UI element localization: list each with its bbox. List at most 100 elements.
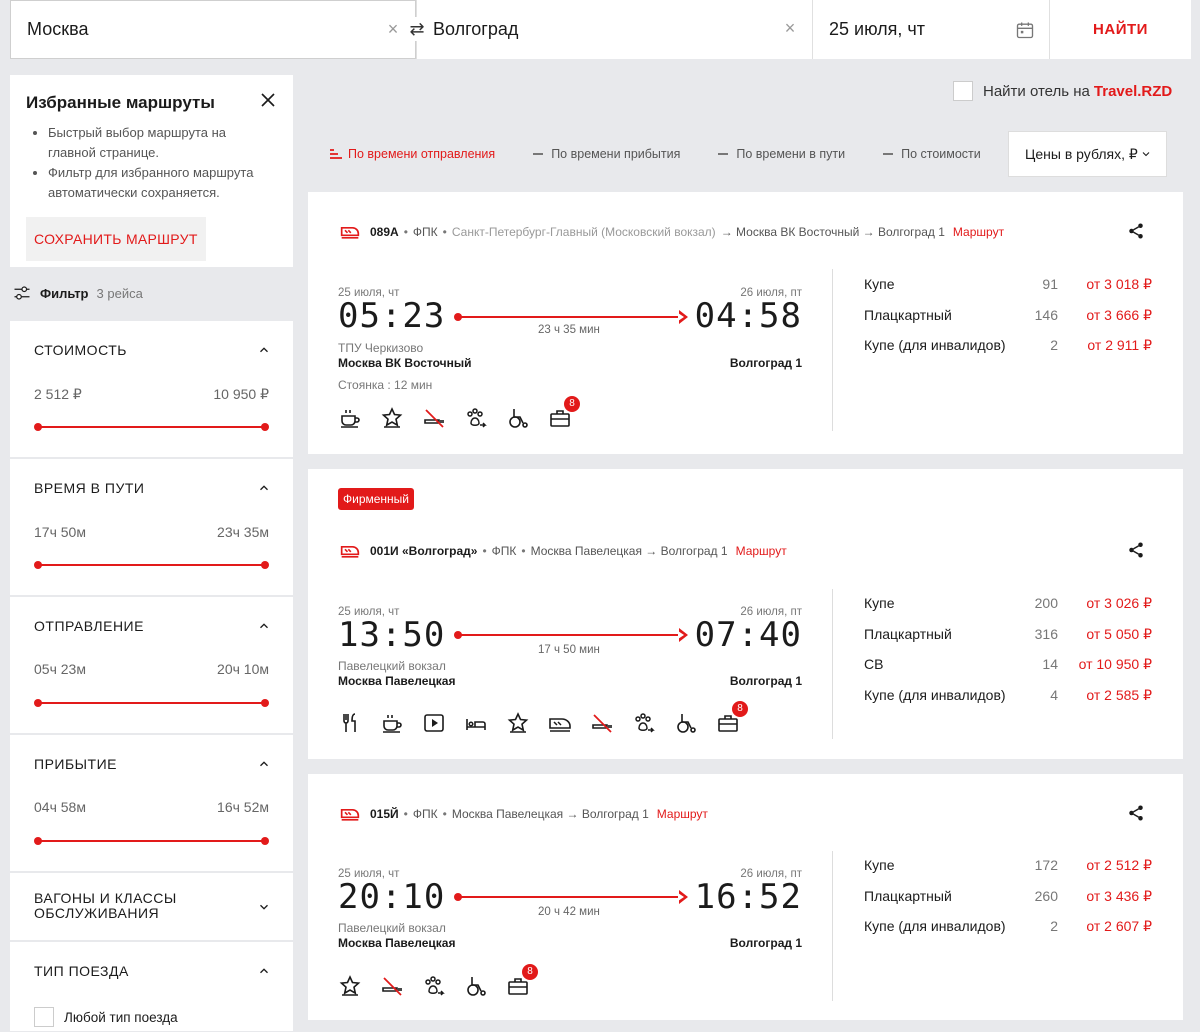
- price-row[interactable]: СВ 14 от 10 950 ₽: [864, 656, 1154, 687]
- range-slider[interactable]: [34, 423, 269, 431]
- filter-section-cars[interactable]: ВАГОНЫ И КЛАССЫ ОБСЛУЖИВАНИЯ: [10, 873, 293, 941]
- range-values: 04ч 58м 16ч 52м: [34, 799, 269, 815]
- route-link[interactable]: Маршрут: [952, 225, 1005, 239]
- luggage-icon: 8: [548, 396, 580, 430]
- route-line: [454, 628, 688, 642]
- train-type-option[interactable]: Любой тип поезда: [34, 1007, 178, 1027]
- range-handle-max[interactable]: [261, 423, 269, 431]
- chevron-down-icon[interactable]: [257, 900, 271, 914]
- filter-section-title: ВРЕМЯ В ПУТИ: [34, 480, 145, 496]
- video-icon: [422, 711, 446, 735]
- from-field[interactable]: Москва ×: [10, 0, 416, 59]
- chevron-up-icon[interactable]: [257, 343, 271, 357]
- share-icon[interactable]: [1127, 541, 1145, 559]
- price-row[interactable]: Плацкартный 146 от 3 666 ₽: [864, 307, 1154, 338]
- route-text: Москва Павелецкая → Волгоград 1: [530, 544, 728, 558]
- price-row[interactable]: Купе (для инвалидов) 2 от 2 911 ₽: [864, 337, 1154, 368]
- train-number[interactable]: 089А: [370, 225, 399, 239]
- calendar-icon[interactable]: [1015, 20, 1035, 40]
- date-field[interactable]: 25 июля, чт: [812, 0, 1049, 59]
- train-card: 089А • ФПК • Санкт-Петербург-Главный (Моск…: [308, 192, 1183, 454]
- hotel-checkbox[interactable]: [953, 81, 973, 101]
- range-slider[interactable]: [34, 837, 269, 845]
- price-row[interactable]: Купе (для инвалидов) 4 от 2 585 ₽: [864, 687, 1154, 718]
- to-field[interactable]: ⇄ Волгоград ×: [407, 0, 812, 59]
- price-row[interactable]: Купе 91 от 3 018 ₽: [864, 276, 1154, 307]
- share-icon[interactable]: [1127, 804, 1145, 822]
- close-icon[interactable]: [259, 91, 277, 109]
- train-type-checkbox[interactable]: [34, 1007, 54, 1027]
- range-handle-max[interactable]: [261, 837, 269, 845]
- chevron-up-icon[interactable]: [257, 757, 271, 771]
- sort-by-departure[interactable]: По времени отправления: [330, 147, 495, 161]
- hotel-text: Найти отель на: [983, 82, 1090, 100]
- luggage-badge: 8: [732, 701, 748, 717]
- find-button[interactable]: НАЙТИ: [1049, 0, 1191, 59]
- arrival-station: Волгоград 1: [729, 356, 802, 370]
- favorites-title: Избранные маршруты: [26, 93, 215, 112]
- range-slider[interactable]: [34, 561, 269, 569]
- pet-icon: [464, 406, 488, 430]
- departure-time: 20:10: [338, 877, 446, 917]
- price-row[interactable]: Плацкартный 260 от 3 436 ₽: [864, 888, 1154, 919]
- price: от 2 607 ₽: [1086, 918, 1152, 934]
- seats: 2: [1050, 918, 1058, 934]
- sort-by-price[interactable]: По стоимости: [883, 147, 981, 161]
- wheelchair-icon: [506, 406, 530, 430]
- range-values: 17ч 50м 23ч 35м: [34, 524, 269, 540]
- train-number[interactable]: 001И «Волгоград»: [370, 544, 478, 558]
- price: от 3 026 ₽: [1086, 595, 1152, 611]
- duration: 20 ч 42 мин: [538, 906, 600, 918]
- save-route-button[interactable]: СОХРАНИТЬ МАРШРУТ: [26, 217, 206, 261]
- range-handle-max[interactable]: [261, 699, 269, 707]
- chevron-up-icon[interactable]: [257, 964, 271, 978]
- coffee-icon: [338, 406, 362, 430]
- sort-label: По времени прибытия: [551, 147, 681, 161]
- price: от 2 585 ₽: [1086, 686, 1152, 703]
- sort-label: По стоимости: [901, 147, 981, 161]
- train-header: 001И «Волгоград» • ФПК • Москва Павелецкая…: [338, 541, 787, 561]
- route-line: [454, 890, 688, 904]
- swap-icon[interactable]: ⇄: [407, 17, 427, 41]
- sort-by-duration[interactable]: По времени в пути: [718, 147, 845, 161]
- departure-date: 25 июля, чт: [338, 287, 400, 299]
- price-row[interactable]: Купе (для инвалидов) 2 от 2 607 ₽: [864, 918, 1154, 949]
- sort-by-arrival[interactable]: По времени прибытия: [533, 147, 680, 161]
- seats: 200: [1034, 595, 1058, 611]
- train-number[interactable]: 015Й: [370, 807, 399, 821]
- train-header: 015Й • ФПК • Москва Павелецкая → Волгоград…: [338, 804, 708, 824]
- hotel-option[interactable]: Найти отель на Travel.RZD: [953, 81, 1172, 101]
- chevron-down-icon: [1140, 148, 1152, 160]
- pet-icon: [632, 711, 656, 735]
- seats: 4: [1050, 686, 1058, 703]
- clear-from-icon[interactable]: ×: [387, 19, 399, 39]
- train-type-label: Любой тип поезда: [64, 1009, 178, 1025]
- train-icon: [338, 541, 362, 561]
- favorites-bullets: Быстрый выбор маршрута на главной страни…: [26, 123, 277, 203]
- sort-label: По времени в пути: [736, 147, 846, 161]
- chevron-up-icon[interactable]: [257, 619, 271, 633]
- currency-select[interactable]: Цены в рублях, ₽: [1008, 131, 1167, 177]
- price-row[interactable]: Купе 200 от 3 026 ₽: [864, 595, 1154, 626]
- range-slider[interactable]: [34, 699, 269, 707]
- route-line: [454, 310, 688, 324]
- star-icon: [380, 406, 404, 430]
- share-icon[interactable]: [1127, 222, 1145, 240]
- no-smoking-icon: [380, 974, 404, 998]
- price-row[interactable]: Купе 172 от 2 512 ₽: [864, 857, 1154, 888]
- hotel-brand[interactable]: Travel.RZD: [1093, 82, 1173, 100]
- route-link[interactable]: Маршрут: [735, 544, 787, 558]
- price-row[interactable]: Плацкартный 316 от 5 050 ₽: [864, 626, 1154, 657]
- high-speed-train-icon: [548, 711, 572, 735]
- clear-to-icon[interactable]: ×: [784, 18, 796, 38]
- range-min: 05ч 23м: [34, 661, 86, 677]
- filter-header[interactable]: Фильтр 3 рейса: [12, 284, 143, 302]
- range-handle-min[interactable]: [34, 423, 42, 431]
- range-handle-min[interactable]: [34, 699, 42, 707]
- range-handle-min[interactable]: [34, 837, 42, 845]
- range-handle-max[interactable]: [261, 561, 269, 569]
- car-class: Плацкартный: [864, 625, 952, 642]
- range-handle-min[interactable]: [34, 561, 42, 569]
- route-link[interactable]: Маршрут: [656, 807, 708, 821]
- chevron-up-icon[interactable]: [257, 481, 271, 495]
